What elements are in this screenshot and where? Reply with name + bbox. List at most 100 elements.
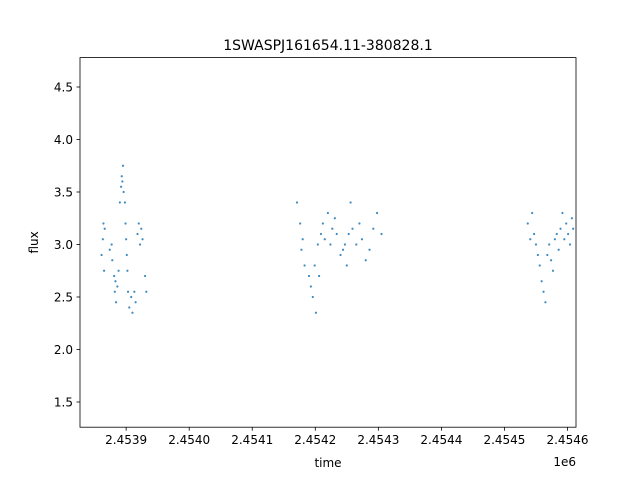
data-point [136,232,139,236]
data-point [557,248,560,251]
data-point [114,280,117,283]
data-point [311,295,314,299]
data-point [532,232,536,236]
data-point [360,238,364,241]
data-point [120,175,123,178]
data-point [544,301,547,304]
data-point [546,253,549,257]
data-point [126,269,129,272]
data-point [121,180,124,183]
data-point [548,243,551,246]
data-point [542,290,545,293]
data-point [555,232,558,236]
data-point [120,185,123,188]
data-point [526,222,529,225]
data-point [114,301,118,304]
data-point [551,269,555,272]
data-point [137,222,140,225]
data-point [301,238,304,241]
x-tick-label: 2.4544 [420,433,462,447]
x-tick-label: 2.4545 [483,433,525,447]
data-point [108,248,111,251]
data-point [299,222,302,225]
data-points [100,164,575,314]
data-point [113,290,116,293]
data-point [121,164,125,167]
plot-frame [79,57,577,428]
data-point [117,269,120,272]
data-point [300,248,303,251]
data-point [534,243,538,246]
data-point [316,243,319,246]
data-point [124,222,127,225]
data-point [538,264,541,267]
data-point [565,222,568,225]
data-point [347,232,350,236]
x-tick-label: 2.4541 [231,433,273,447]
data-point [572,227,575,230]
data-point [313,264,316,267]
data-point [355,243,358,246]
y-tick-label: 4.5 [54,80,73,94]
data-point [549,259,553,262]
data-point [345,264,348,267]
data-point [380,232,383,236]
data-point [113,274,116,278]
data-point [563,238,566,241]
y-axis-label: flux [27,231,41,253]
data-point [126,290,130,293]
x-tick-label: 2.4540 [168,433,210,447]
data-point [102,269,106,272]
data-point [570,217,574,220]
data-point [100,253,103,257]
data-point [351,227,354,230]
data-point [131,311,134,314]
x-axis-offset-label: 1e6 [553,455,576,469]
data-point [335,232,338,236]
data-point [339,253,342,257]
data-point [331,227,334,230]
data-point [568,243,572,246]
data-point [110,243,113,246]
data-point [122,190,125,194]
data-point [103,227,106,230]
data-point [317,274,321,278]
data-point [553,238,556,241]
chart-title: 1SWASPJ161654.11-380828.1 [223,38,432,54]
data-point [323,238,326,241]
data-point [375,211,379,215]
x-tick-label: 2.4543 [357,433,399,447]
y-axis-ticks: 1.5 2.0 2.5 3.0 3.5 4.0 4.5 [54,80,80,409]
data-point [341,248,345,251]
data-point [309,285,312,288]
data-point [343,243,347,246]
x-tick-label: 2.4539 [105,433,147,447]
data-point [307,274,311,278]
data-point [133,290,136,293]
data-point [531,211,534,215]
data-point [134,301,137,304]
data-point [111,259,114,262]
y-tick-label: 3.0 [54,238,73,252]
data-point [349,201,352,204]
data-point [314,311,318,314]
x-axis-ticks: 2.4539 2.4540 2.4541 2.4542 2.4543 2.4544 2.45… [105,427,588,447]
data-point [125,253,128,257]
x-tick-label: 2.4542 [294,433,336,447]
data-point [364,259,367,262]
data-point [567,232,570,236]
data-point [303,264,306,267]
data-point [140,227,143,230]
data-point [536,253,539,257]
x-tick-label: 2.4546 [546,433,588,447]
data-point [559,227,562,230]
y-tick-label: 4.0 [54,133,73,147]
y-tick-label: 3.5 [54,185,73,199]
data-point [138,243,142,246]
data-point [368,248,371,251]
data-point [326,211,330,215]
y-tick-label: 2.0 [54,343,73,357]
y-tick-label: 1.5 [54,395,73,409]
x-axis-label: time [314,456,341,470]
